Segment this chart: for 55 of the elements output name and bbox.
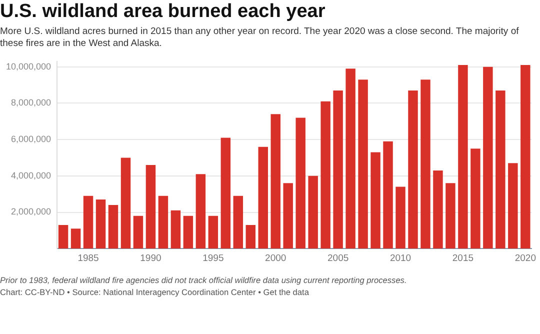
- bar: [408, 90, 418, 249]
- bar: [108, 204, 118, 249]
- bar: [483, 66, 493, 249]
- bar: [308, 176, 318, 249]
- bar: [508, 163, 518, 249]
- bar: [258, 146, 268, 249]
- bar: [283, 183, 293, 249]
- bar: [170, 210, 181, 249]
- chart-subtitle: More U.S. wildland acres burned in 2015 than any other year on record. The year 2020 was a close second. The majority of these fires are in the West and Alaska.: [0, 26, 520, 50]
- x-tick-label: 2005: [327, 252, 349, 264]
- bar: [220, 138, 231, 249]
- bar: [470, 148, 480, 249]
- bar: [58, 224, 68, 249]
- bar: [320, 101, 330, 249]
- bar: [358, 80, 368, 249]
- bar: [133, 216, 144, 249]
- bar: [120, 158, 131, 249]
- bar: [246, 224, 256, 249]
- bar: [433, 170, 443, 249]
- bar: [158, 196, 168, 249]
- x-tick-label: 1995: [202, 252, 224, 264]
- x-tick-label: 2015: [452, 252, 474, 264]
- x-tick-label: 2020: [514, 252, 536, 264]
- bar: [83, 196, 94, 249]
- bar: [233, 196, 244, 249]
- y-tick-label: 4,000,000: [10, 170, 52, 180]
- chart-title: U.S. wildland area burned each year: [0, 1, 326, 23]
- bar: [196, 174, 206, 249]
- y-tick-label: 8,000,000: [10, 98, 52, 108]
- y-tick-label: 10,000,000: [6, 61, 52, 72]
- bar: [396, 186, 406, 249]
- bar: [296, 118, 306, 249]
- bar: [458, 65, 468, 249]
- bar: [383, 141, 393, 249]
- y-tick-label: 2,000,000: [10, 206, 52, 217]
- text: Chart: CC-BY-ND • Source: National Interagency Coordination Center • Get the data: [0, 286, 310, 298]
- bar: [520, 65, 530, 249]
- x-tick-label: 1985: [78, 252, 99, 264]
- x-tick-label: 2010: [390, 252, 412, 264]
- bar: [446, 183, 456, 249]
- bar: [96, 200, 106, 249]
- bar: [208, 216, 218, 249]
- y-tick-label: 6,000,000: [10, 134, 52, 144]
- bar: [183, 216, 194, 249]
- bar: [346, 68, 356, 249]
- bar: [270, 114, 280, 249]
- bar: [496, 90, 506, 249]
- text: Prior to 1983, federal wildland fire agencies did not track official wildfire data using current reporting processes.: [0, 274, 408, 286]
- bar: [420, 80, 430, 249]
- x-tick-label: 2000: [265, 252, 286, 264]
- bar: [70, 228, 81, 249]
- bar: [370, 152, 380, 249]
- bar: [333, 90, 343, 249]
- x-tick-label: 1990: [140, 252, 162, 264]
- bar: [146, 164, 156, 249]
